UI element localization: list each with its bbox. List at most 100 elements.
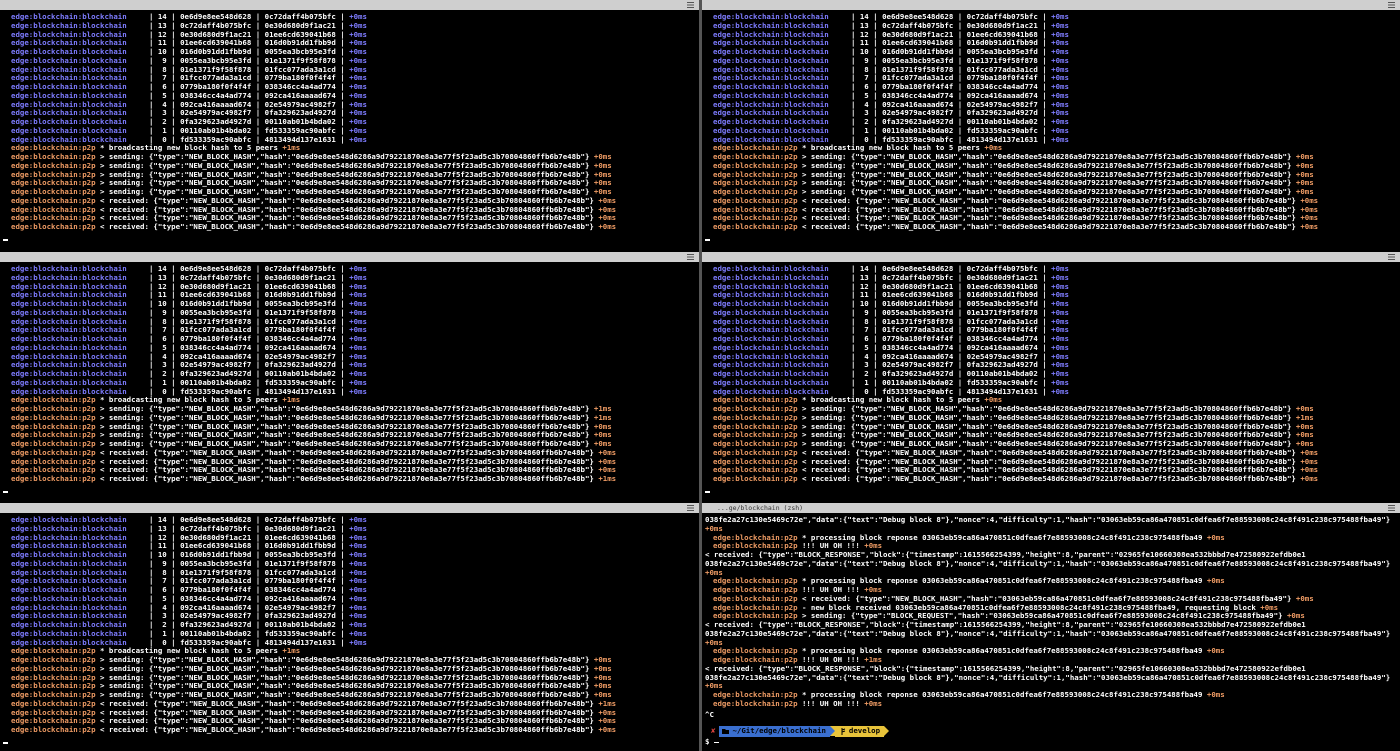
terminal-line: edge:blockchain:blockchain | 2 | 0fa3296… xyxy=(702,117,1400,127)
log-message: < received: {"type":"NEW_BLOCK_HASH","ha… xyxy=(99,204,594,214)
table-row: | 4 | 092ca416aaaad674 | 02e54979ac4982f… xyxy=(131,99,345,109)
prompt-branch-segment: develop xyxy=(834,725,885,737)
log-message: * broadcasting new block hash to 5 peers xyxy=(801,143,980,153)
pane-title-bar[interactable] xyxy=(0,0,699,10)
pane-menu-icon[interactable] xyxy=(687,2,694,8)
log-namespace: edge:blockchain:blockchain xyxy=(11,541,127,551)
log-namespace: edge:blockchain:p2p xyxy=(11,412,96,422)
log-namespace: edge:blockchain:p2p xyxy=(11,169,96,179)
log-namespace: edge:blockchain:blockchain xyxy=(11,117,127,126)
pane-menu-icon[interactable] xyxy=(687,505,694,511)
log-namespace: edge:blockchain:blockchain xyxy=(713,290,829,300)
log-time: +0ms xyxy=(1051,99,1069,109)
terminal-pane[interactable]: ...ge/blockchain (zsh) 038fe2a27c130e546… xyxy=(702,503,1400,751)
log-time: +0ms xyxy=(1295,178,1314,188)
terminal-pane[interactable]: edge:blockchain:blockchain | 14 | 0e6d9e… xyxy=(0,503,699,751)
log-time: +0ms xyxy=(1051,29,1069,39)
log-namespace: edge:blockchain:blockchain xyxy=(11,108,127,118)
log-namespace: edge:blockchain:p2p xyxy=(713,213,798,223)
log-namespace: edge:blockchain:blockchain xyxy=(713,38,829,48)
log-namespace: edge:blockchain:blockchain xyxy=(11,99,127,109)
terminal-line: edge:blockchain:p2p - new block received … xyxy=(702,603,1400,613)
terminal-line: edge:blockchain:p2p > sending: {"type":"N… xyxy=(702,430,1400,440)
terminal-pane[interactable]: edge:blockchain:blockchain | 14 | 0e6d9e… xyxy=(0,0,699,250)
pane-title-bar[interactable] xyxy=(702,252,1400,262)
terminal-line: edge:blockchain:p2p < received: {"type":"… xyxy=(702,456,1400,467)
terminal-pane[interactable]: edge:blockchain:blockchain | 14 | 0e6d9e… xyxy=(702,0,1400,250)
log-namespace: edge:blockchain:p2p xyxy=(11,655,96,664)
terminal-line: edge:blockchain:blockchain | 13 | 0c72da… xyxy=(0,20,699,31)
terminal-line: edge:blockchain:blockchain | 9 | 0055ea3… xyxy=(702,308,1400,318)
log-namespace: edge:blockchain:blockchain xyxy=(713,73,829,83)
log-namespace: edge:blockchain:blockchain xyxy=(713,47,829,56)
log-message: !!! UH OH !!! xyxy=(801,585,860,594)
log-message: < received: {"type":"NEW_BLOCK_HASH","ha… xyxy=(801,456,1296,466)
terminal-line: edge:blockchain:blockchain | 10 | 016d0b… xyxy=(0,550,699,560)
pane-menu-icon[interactable] xyxy=(687,254,694,260)
log-time: +0ms xyxy=(1051,290,1069,300)
cursor xyxy=(705,239,710,241)
log-message: * broadcasting new block hash to 5 peers xyxy=(99,143,278,153)
pane-title-bar[interactable]: ...ge/blockchain (zsh) xyxy=(702,503,1400,513)
terminal-line: edge:blockchain:p2p * processing block re… xyxy=(702,646,1400,656)
terminal-line: edge:blockchain:p2p < received: {"type":"… xyxy=(702,222,1400,232)
log-time: +0ms xyxy=(349,99,367,109)
log-namespace: edge:blockchain:blockchain xyxy=(713,64,829,74)
log-time: +0ms xyxy=(349,20,367,30)
cursor xyxy=(3,742,8,744)
terminal-line: edge:blockchain:p2p > sending: {"type":"N… xyxy=(0,664,699,674)
log-namespace: edge:blockchain:blockchain xyxy=(11,290,127,300)
terminal-line: edge:blockchain:blockchain | 6 | 0779ba1… xyxy=(0,334,699,344)
terminal-line: ^C xyxy=(702,710,1400,720)
terminal-line: edge:blockchain:blockchain | 11 | 01ee6c… xyxy=(702,38,1400,48)
log-message: 038fe2a27c130e5469c72e","data":{"text":"… xyxy=(705,628,1391,638)
log-message: * processing block reponse 03063eb59ca86… xyxy=(801,532,1203,542)
log-namespace: edge:blockchain:p2p xyxy=(11,143,96,153)
terminal-line: edge:blockchain:p2p!!! UH OH !!! +0ms xyxy=(702,585,1400,595)
log-message: > sending: {"type":"NEW_BLOCK_HASH","has… xyxy=(801,439,1292,448)
log-namespace: edge:blockchain:blockchain xyxy=(11,90,127,100)
log-time: +0ms xyxy=(349,108,367,118)
terminal-line: $ xyxy=(702,737,1400,747)
log-time: +0ms xyxy=(593,430,612,440)
log-namespace: edge:blockchain:blockchain xyxy=(713,316,829,326)
pane-title-bar[interactable] xyxy=(0,503,699,513)
table-row: | 11 | 01ee6cd639041b68 | 016d0b91dd1fbb… xyxy=(131,290,345,300)
log-message: > sending: {"type":"NEW_BLOCK_HASH","has… xyxy=(99,412,590,422)
log-time: +0ms xyxy=(1300,474,1319,483)
log-time: +0ms xyxy=(598,447,617,457)
table-row: | 0 | fd533359ac90abfc | 4813494d137e163… xyxy=(131,637,345,647)
log-namespace: edge:blockchain:p2p xyxy=(11,725,96,734)
log-time: +1ms xyxy=(282,143,301,153)
log-namespace: edge:blockchain:p2p xyxy=(11,465,96,475)
log-namespace: edge:blockchain:p2p xyxy=(713,532,798,542)
terminal-line: edge:blockchain:p2p > sending: {"type":"N… xyxy=(0,422,699,432)
terminal-line: edge:blockchain:p2p * processing block re… xyxy=(702,690,1400,700)
pane-menu-icon[interactable] xyxy=(1388,505,1395,511)
log-message: !!! UH OH !!! xyxy=(801,698,860,708)
terminal-line: edge:blockchain:p2p * broadcasting new bl… xyxy=(702,143,1400,153)
table-row: | 8 | 01e1371f9f58f878 | 01fcc077ada3a1c… xyxy=(131,316,345,326)
pane-menu-icon[interactable] xyxy=(1388,254,1395,260)
log-namespace: edge:blockchain:p2p xyxy=(713,447,798,457)
log-namespace: edge:blockchain:blockchain xyxy=(11,325,127,335)
pane-title-bar[interactable] xyxy=(702,0,1400,10)
terminal-pane[interactable]: edge:blockchain:blockchain | 14 | 0e6d9e… xyxy=(702,252,1400,501)
branch-icon xyxy=(841,727,846,735)
terminal-line: edge:blockchain:p2p < received: {"type":"… xyxy=(0,204,699,215)
log-namespace: edge:blockchain:blockchain xyxy=(11,637,127,647)
log-namespace: edge:blockchain:blockchain xyxy=(713,386,829,396)
log-namespace: edge:blockchain:p2p xyxy=(11,160,96,170)
table-row: | 7 | 01fcc077ada3a1cd | 0779ba180f0f4f4… xyxy=(131,73,345,83)
log-time: +0ms xyxy=(1051,325,1069,335)
log-time: +0ms xyxy=(598,716,617,726)
table-row: | 1 | 00110ab01b4bda02 | fd533359ac90abf… xyxy=(131,377,345,387)
pane-content: 038fe2a27c130e5469c72e","data":{"text":"… xyxy=(702,513,1400,709)
log-namespace: edge:blockchain:p2p xyxy=(11,430,96,440)
pane-title-bar[interactable] xyxy=(0,252,699,262)
terminal-pane[interactable]: edge:blockchain:blockchain | 14 | 0e6d9e… xyxy=(0,252,699,501)
pane-menu-icon[interactable] xyxy=(1388,2,1395,8)
terminal-line: edge:blockchain:blockchain | 6 | 0779ba1… xyxy=(0,82,699,92)
terminal-line: edge:blockchain:blockchain | 4 | 092ca41… xyxy=(0,99,699,110)
table-row: | 5 | 038346cc4a4ad774 | 092ca416aaaad67… xyxy=(833,90,1047,100)
